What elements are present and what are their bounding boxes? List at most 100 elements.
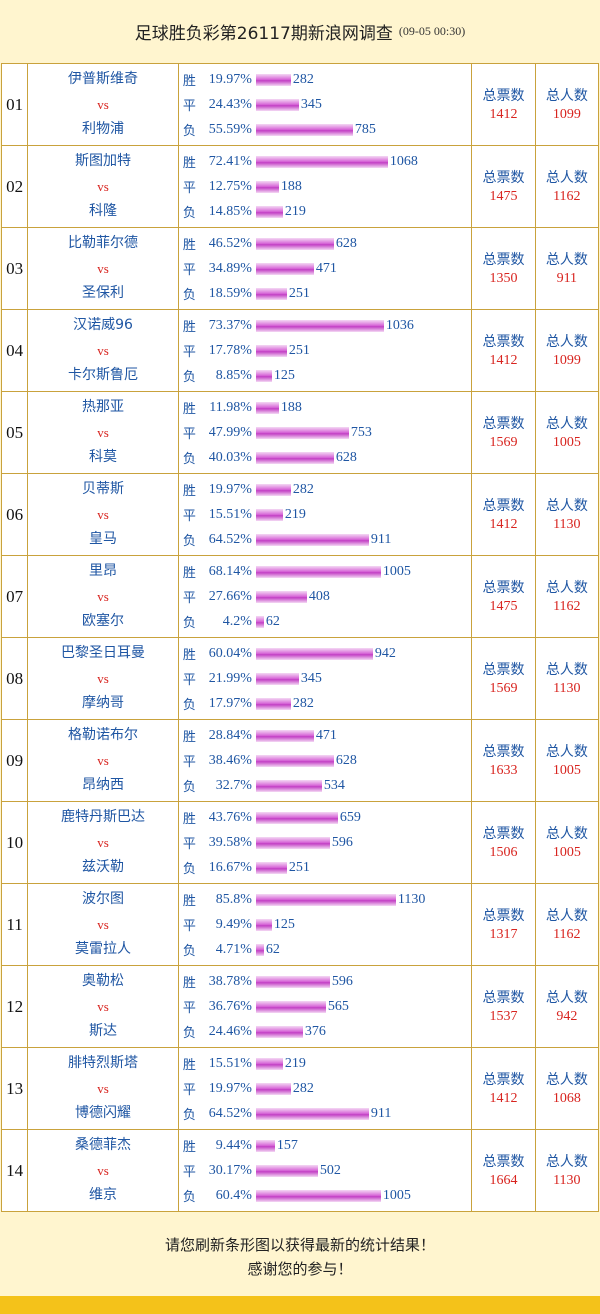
draw-row: 平 36.76% 565: [179, 994, 471, 1019]
total-votes-label: 总票数: [482, 251, 525, 268]
vote-bars: 胜 43.76% 659 平 39.58% 596 负 16.67% 251: [177, 801, 473, 884]
vs-label: vs: [97, 835, 109, 850]
total-people-cell: 总人数 1068: [534, 1047, 600, 1130]
match-teams: 桑德菲杰 vs 维京: [27, 1129, 179, 1212]
total-votes-value: 1475: [489, 188, 518, 204]
lose-label: 负: [182, 124, 196, 139]
lose-row: 负 64.52% 911: [179, 1101, 471, 1126]
vs-label: vs: [97, 589, 109, 604]
draw-count: 502: [319, 1162, 341, 1178]
survey-time: (09-05 00:30): [398, 23, 466, 38]
draw-label: 平: [182, 591, 196, 606]
vs-label: vs: [97, 507, 109, 522]
win-percent: 85.8%: [215, 891, 252, 907]
lose-row: 负 18.59% 251: [179, 281, 471, 306]
win-count: 1130: [397, 891, 426, 907]
lose-count: 911: [370, 531, 392, 547]
match-number: 07: [0, 555, 29, 638]
draw-percent: 15.51%: [208, 506, 252, 522]
draw-percent: 9.49%: [215, 916, 252, 932]
draw-row: 平 27.66% 408: [179, 584, 471, 609]
home-team: 比勒菲尔德: [68, 235, 138, 251]
win-row: 胜 38.78% 596: [179, 969, 471, 994]
total-votes-value: 1350: [489, 270, 518, 286]
lose-bar: [255, 287, 287, 300]
vs-label: vs: [97, 753, 109, 768]
home-team: 格勒诺布尔: [68, 727, 138, 743]
win-count: 596: [331, 973, 353, 989]
total-people-label: 总人数: [545, 169, 588, 186]
draw-percent: 27.66%: [208, 588, 252, 604]
win-bar: [255, 401, 279, 414]
draw-percent: 38.46%: [208, 752, 252, 768]
match-number: 01: [0, 63, 29, 146]
win-label: 胜: [182, 74, 196, 89]
match-row: 05 热那亚 vs 科莫 胜 11.98% 188 平 47.99% 753 负 40.03% 628 总…: [0, 391, 600, 474]
lose-bar: [255, 779, 322, 792]
draw-percent: 12.75%: [208, 178, 252, 194]
win-label: 胜: [182, 812, 196, 827]
lose-row: 负 16.67% 251: [179, 855, 471, 880]
draw-count: 565: [327, 998, 349, 1014]
lose-bar: [255, 123, 353, 136]
away-team: 博德闪耀: [75, 1105, 131, 1121]
match-teams: 腓特烈斯塔 vs 博德闪耀: [27, 1047, 179, 1130]
vote-bars: 胜 38.78% 596 平 36.76% 565 负 24.46% 376: [177, 965, 473, 1048]
away-team: 科隆: [89, 203, 117, 219]
vote-bars: 胜 11.98% 188 平 47.99% 753 负 40.03% 628: [177, 391, 473, 474]
away-team: 莫雷拉人: [75, 941, 131, 957]
total-people-value: 1005: [552, 434, 581, 450]
total-people-label: 总人数: [545, 1071, 588, 1088]
win-label: 胜: [182, 156, 196, 171]
total-people-cell: 总人数 1162: [534, 883, 600, 966]
draw-row: 平 24.43% 345: [179, 92, 471, 117]
total-people-cell: 总人数 942: [534, 965, 600, 1048]
total-votes-cell: 总票数 1412: [471, 1047, 536, 1130]
match-teams: 斯图加特 vs 科隆: [27, 145, 179, 228]
draw-label: 平: [182, 263, 196, 278]
win-row: 胜 68.14% 1005: [179, 559, 471, 584]
win-percent: 73.37%: [208, 317, 252, 333]
lose-row: 负 24.46% 376: [179, 1019, 471, 1044]
total-votes-label: 总票数: [482, 989, 525, 1006]
draw-label: 平: [182, 427, 196, 442]
win-row: 胜 11.98% 188: [179, 395, 471, 420]
total-people-value: 942: [556, 1008, 578, 1024]
lose-label: 负: [182, 288, 196, 303]
total-votes-value: 1569: [489, 680, 518, 696]
win-percent: 11.98%: [209, 399, 252, 415]
lose-row: 负 17.97% 282: [179, 691, 471, 716]
total-people-cell: 总人数 1005: [534, 391, 600, 474]
lose-percent: 18.59%: [208, 285, 252, 301]
total-votes-label: 总票数: [482, 1071, 525, 1088]
lose-percent: 40.03%: [208, 449, 252, 465]
footer: 请您刷新条形图以获得最新的统计结果！ 感谢您的参与！: [0, 1218, 600, 1296]
lose-percent: 64.52%: [208, 1105, 252, 1121]
match-number: 11: [0, 883, 29, 966]
win-percent: 72.41%: [208, 153, 252, 169]
total-votes-label: 总票数: [482, 743, 525, 760]
total-people-cell: 总人数 1130: [534, 473, 600, 556]
match-number: 02: [0, 145, 29, 228]
lose-percent: 55.59%: [208, 121, 252, 137]
match-row: 01 伊普斯维奇 vs 利物浦 胜 19.97% 282 平 24.43% 345 负 55.59% 7…: [0, 63, 600, 146]
home-team: 伊普斯维奇: [68, 71, 138, 87]
lose-bar: [255, 451, 334, 464]
draw-count: 251: [288, 342, 310, 358]
match-row: 13 腓特烈斯塔 vs 博德闪耀 胜 15.51% 219 平 19.97% 282 负 64.52%…: [0, 1047, 600, 1130]
away-team: 斯达: [89, 1023, 117, 1039]
home-team: 里昂: [89, 563, 117, 579]
match-row: 04 汉诺威96 vs 卡尔斯鲁厄 胜 73.37% 1036 平 17.78% 251 负 8.85…: [0, 309, 600, 392]
total-votes-value: 1664: [489, 1172, 518, 1188]
away-team: 卡尔斯鲁厄: [68, 367, 138, 383]
total-votes-label: 总票数: [482, 497, 525, 514]
win-row: 胜 46.52% 628: [179, 231, 471, 256]
total-people-value: 1005: [552, 844, 581, 860]
vote-bars: 胜 46.52% 628 平 34.89% 471 负 18.59% 251: [177, 227, 473, 310]
draw-bar: [255, 1082, 291, 1095]
vs-label: vs: [97, 261, 109, 276]
total-people-cell: 总人数 911: [534, 227, 600, 310]
lose-row: 负 60.4% 1005: [179, 1183, 471, 1208]
win-bar: [255, 729, 314, 742]
total-votes-cell: 总票数 1475: [471, 555, 536, 638]
